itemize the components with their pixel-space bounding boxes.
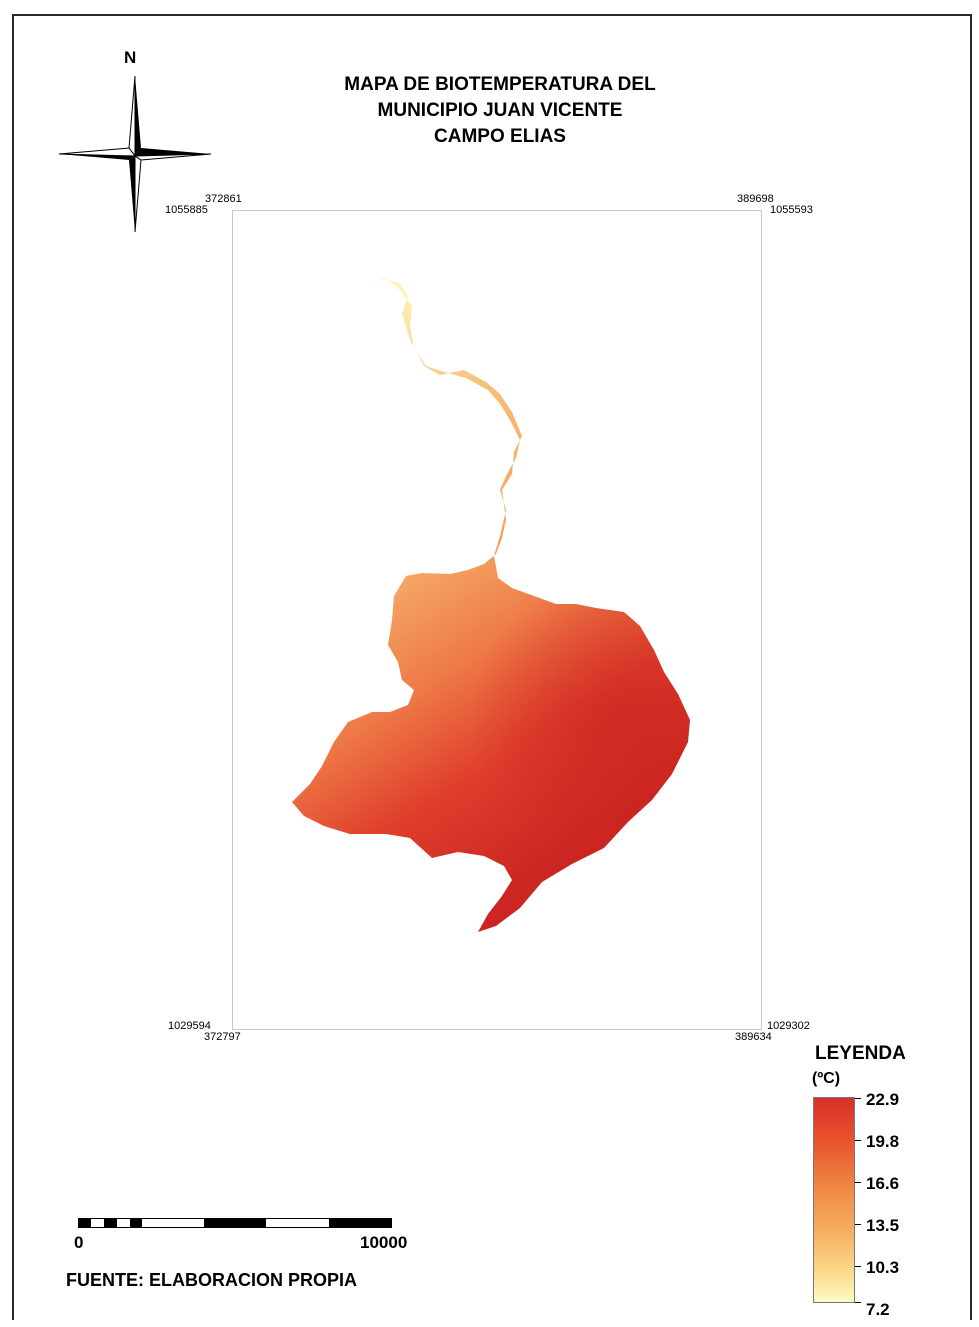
title-line-2: MUNICIPIO JUAN VICENTE xyxy=(377,100,623,121)
title-line-3: CAMPO ELIAS xyxy=(434,126,566,147)
coord-top-left-y: 1055885 xyxy=(165,204,208,216)
title-line-1: MAPA DE BIOTEMPERATURA DEL xyxy=(344,74,656,95)
coord-bottom-left-x: 372797 xyxy=(204,1031,241,1043)
scale-bar xyxy=(78,1218,392,1228)
legend-value: 16.6 xyxy=(866,1174,900,1193)
municipality-boundary xyxy=(292,278,690,932)
coord-top-right-y: 1055593 xyxy=(770,204,813,216)
coord-bottom-right-x: 389634 xyxy=(735,1031,772,1043)
map-sheet xyxy=(12,14,972,1320)
legend-tick xyxy=(855,1140,861,1141)
coord-bottom-left-y: 1029594 xyxy=(168,1020,211,1032)
legend-tick xyxy=(855,1098,861,1099)
legend-tick xyxy=(855,1302,861,1303)
source-note: FUENTE: ELABORACION PROPIA xyxy=(66,1270,358,1290)
scale-end-label: 10000 xyxy=(360,1233,408,1252)
north-arrow-icon xyxy=(58,75,212,233)
map-frame xyxy=(232,210,762,1030)
north-label: N xyxy=(124,48,137,67)
legend-title: LEYENDA xyxy=(815,1043,906,1064)
legend-color-ramp xyxy=(813,1097,855,1303)
coord-top-right-x: 389698 xyxy=(737,193,774,205)
legend-value: 13.5 xyxy=(866,1216,900,1235)
legend-tick xyxy=(855,1182,861,1183)
legend-tick xyxy=(855,1266,861,1267)
legend-tick xyxy=(855,1224,861,1225)
scale-start-label: 0 xyxy=(74,1233,84,1252)
legend-value: 7.2 xyxy=(866,1300,890,1319)
legend-value: 10.3 xyxy=(866,1258,900,1277)
legend-value: 19.8 xyxy=(866,1132,900,1151)
legend-unit: (ºC) xyxy=(812,1070,841,1087)
map-title: MAPA DE BIOTEMPERATURA DEL MUNICIPIO JUA… xyxy=(250,72,750,150)
legend-value: 22.9 xyxy=(866,1090,900,1109)
coord-bottom-right-y: 1029302 xyxy=(767,1020,810,1032)
coord-top-left-x: 372861 xyxy=(205,193,242,205)
